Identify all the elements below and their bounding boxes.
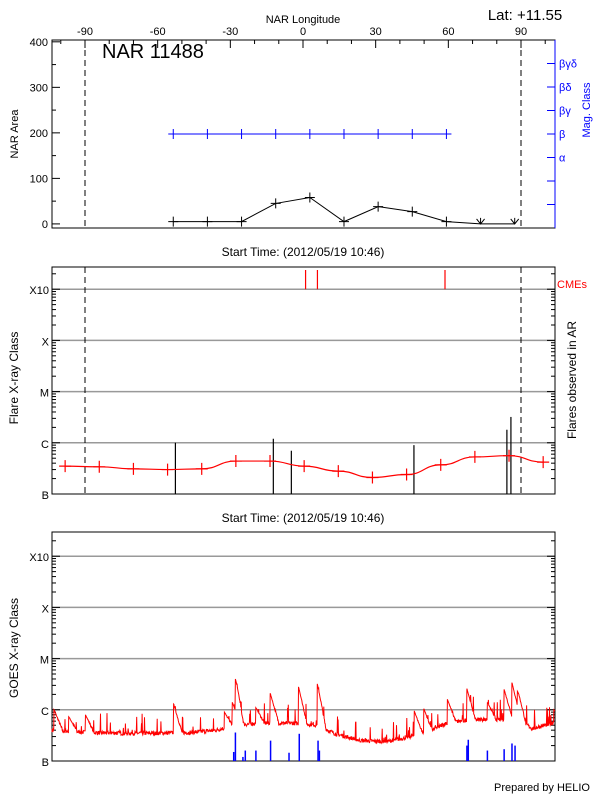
nar-area-upper-limit-marker [476,217,485,225]
mag-class-point [236,129,247,139]
mag-class-label: βγδ [559,59,577,71]
nar-area-point [270,198,281,209]
y-tick-label: 100 [30,173,48,185]
longitude-tick-label: -90 [77,26,93,38]
nar-area-point [441,216,452,227]
mag-class-point [441,129,452,139]
y-tick-label: X10 [29,285,49,297]
nar-area-point [407,206,418,217]
mag-class-axis-label: Mag. Class [581,82,593,138]
y-tick-label: M [40,388,49,400]
mag-class-point [304,129,315,139]
longitude-tick-label: 60 [442,26,454,38]
y-tick-label: X [42,603,50,615]
y-tick-label: 0 [42,219,48,231]
longitude-tick-label: 90 [515,26,527,38]
cme-label: CMEs [557,279,587,291]
flare-class-point [332,465,345,478]
flare-class-point [434,458,447,471]
flare-panel-frame [51,266,556,495]
right-axis-label: Flares observed in AR [565,321,579,439]
x-axis-label: Start Time: (2012/05/19 10:46) [222,511,385,525]
longitude-tick-label: 0 [300,26,306,38]
prepared-by-label: Prepared by HELIO [494,782,590,794]
nar-area-point [236,216,247,227]
y-tick-label: X10 [29,552,49,564]
longitude-tick-label: -60 [150,26,166,38]
y-axis-label: Flare X-ray Class [7,332,21,425]
nar-area-upper-limit-marker [510,217,520,225]
goes-xray-flux-line [51,678,556,745]
nar-area-point [338,216,349,227]
mag-class-label: β [559,129,565,141]
flare-class-point [195,462,208,475]
mag-class-point [202,129,213,139]
y-tick-label: C [41,439,49,451]
mag-class-point [338,129,349,139]
longitude-tick-label: -30 [222,26,238,38]
mag-class-point [373,129,384,139]
mag-class-label: α [559,153,566,165]
goes-panel-frame [51,531,556,762]
region-title: NAR 11488 [102,41,204,63]
y-tick-label: 400 [30,37,48,49]
nar-area-point [168,216,179,227]
flare-class-point [161,463,174,476]
flare-class-point [537,456,550,469]
flare-class-point [93,460,106,473]
longitude-axis-label: NAR Longitude [266,14,341,26]
y-tick-label: M [40,655,49,667]
mag-class-label: βγ [559,106,571,118]
flare-class-point [59,460,72,473]
flare-class-point [503,449,516,462]
y-tick-label: C [41,706,49,718]
flare-class-point [229,455,242,468]
y-axis-label: GOES X-ray Class [7,598,21,698]
mag-class-point [407,129,418,139]
flare-class-point [366,471,379,484]
flare-class-point [264,455,277,468]
mag-class-label: βδ [559,82,571,94]
y-tick-label: X [42,336,50,348]
y-tick-label: B [42,757,49,769]
y-tick-label: 300 [30,82,48,94]
longitude-tick-label: 30 [370,26,382,38]
y-tick-label: B [42,490,49,502]
flare-class-point [127,462,140,475]
flare-class-point [400,468,413,481]
y-tick-label: 200 [30,128,48,140]
nar-area-point [202,216,213,227]
nar-area-point [373,201,384,212]
flare-class-point [468,450,481,463]
flare-class-point [298,460,311,473]
nar-area-point [304,192,315,203]
latitude-label: Lat: +11.55 [488,7,562,24]
mag-class-point [270,129,281,139]
mag-class-point [168,129,179,139]
y-axis-label: NAR Area [9,109,21,159]
x-axis-label: Start Time: (2012/05/19 10:46) [222,245,385,259]
